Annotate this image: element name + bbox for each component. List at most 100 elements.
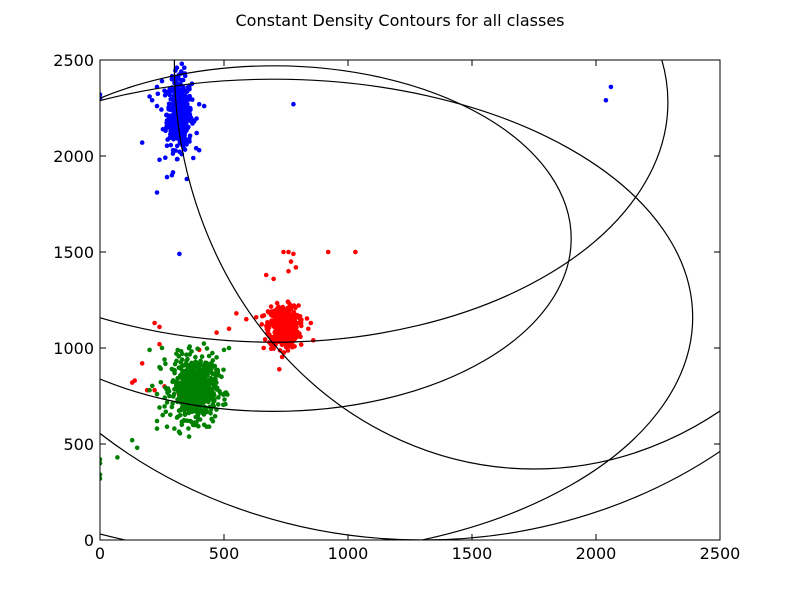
data-point-series-3 bbox=[162, 404, 167, 409]
data-point-series-2 bbox=[261, 313, 267, 318]
y-tick-label: 500 bbox=[63, 435, 94, 454]
data-point-series-3 bbox=[176, 354, 182, 359]
data-point-series-3 bbox=[208, 378, 213, 384]
data-point-series-3 bbox=[154, 426, 160, 431]
data-point-series-3 bbox=[162, 357, 167, 362]
data-point-series-2 bbox=[263, 272, 269, 278]
y-tick-label: 2500 bbox=[53, 51, 94, 70]
data-point-series-2 bbox=[275, 323, 280, 328]
data-point-series-1 bbox=[178, 99, 183, 105]
data-point-series-3 bbox=[201, 422, 207, 428]
data-point-series-3 bbox=[165, 386, 171, 391]
data-point-series-3 bbox=[206, 424, 212, 430]
data-point-series-2 bbox=[265, 309, 271, 314]
data-point-series-3 bbox=[100, 457, 103, 462]
data-point-series-3 bbox=[158, 380, 164, 385]
plot-frame bbox=[99, 59, 721, 541]
data-point-series-3 bbox=[188, 392, 194, 398]
data-point-series-1 bbox=[182, 73, 188, 79]
data-point-series-3 bbox=[201, 390, 206, 396]
data-point-series-3 bbox=[205, 372, 210, 377]
data-point-series-3 bbox=[164, 424, 170, 430]
data-point-series-1 bbox=[159, 78, 165, 84]
data-point-series-1 bbox=[166, 101, 172, 107]
data-point-series-3 bbox=[204, 346, 210, 351]
data-point-series-3 bbox=[214, 367, 219, 373]
data-point-series-1 bbox=[178, 77, 184, 83]
data-point-series-2 bbox=[271, 276, 276, 282]
data-point-series-1 bbox=[177, 251, 182, 257]
data-point-series-3 bbox=[205, 398, 210, 404]
y-tick-label: 1500 bbox=[53, 243, 94, 262]
data-point-series-3 bbox=[210, 402, 216, 407]
data-point-series-2 bbox=[286, 268, 291, 274]
data-point-series-3 bbox=[100, 472, 103, 477]
data-point-series-2 bbox=[291, 303, 297, 308]
y-tick-label: 1000 bbox=[53, 339, 94, 358]
data-point-series-3 bbox=[175, 347, 180, 353]
data-point-series-1 bbox=[171, 111, 177, 117]
data-point-series-2 bbox=[274, 308, 280, 313]
data-point-series-2 bbox=[276, 304, 281, 310]
data-point-series-2 bbox=[226, 326, 232, 332]
data-point-series-1 bbox=[164, 112, 169, 118]
x-tick-label: 1000 bbox=[328, 544, 369, 563]
data-point-series-2 bbox=[298, 334, 303, 340]
data-point-series-3 bbox=[212, 397, 217, 402]
data-point-series-3 bbox=[203, 381, 208, 386]
data-point-series-3 bbox=[213, 377, 218, 382]
x-tick-label: 2500 bbox=[700, 544, 741, 563]
data-point-series-1 bbox=[188, 107, 193, 112]
data-point-series-1 bbox=[155, 91, 161, 97]
data-point-series-3 bbox=[188, 418, 193, 424]
data-point-series-2 bbox=[283, 312, 289, 318]
data-point-series-2 bbox=[283, 345, 289, 350]
data-point-series-3 bbox=[195, 346, 200, 352]
data-point-series-3 bbox=[172, 426, 177, 431]
data-point-series-1 bbox=[164, 143, 170, 148]
data-point-series-3 bbox=[214, 370, 219, 376]
data-point-series-1 bbox=[183, 98, 188, 104]
data-point-series-2 bbox=[261, 345, 267, 351]
data-point-series-3 bbox=[198, 400, 203, 406]
data-point-series-3 bbox=[202, 367, 207, 373]
data-point-series-1 bbox=[100, 92, 103, 97]
data-point-series-1 bbox=[174, 65, 180, 70]
data-point-series-3 bbox=[170, 401, 175, 406]
data-point-series-3 bbox=[196, 373, 201, 379]
data-point-series-2 bbox=[279, 305, 285, 311]
data-point-series-3 bbox=[191, 397, 197, 403]
density-contour-4 bbox=[173, 60, 720, 470]
data-point-series-3 bbox=[200, 385, 205, 391]
data-point-series-2 bbox=[276, 315, 282, 321]
data-point-series-3 bbox=[181, 417, 187, 423]
data-point-series-3 bbox=[185, 363, 190, 369]
data-point-series-1 bbox=[181, 87, 187, 93]
data-point-series-3 bbox=[160, 412, 165, 418]
data-point-series-1 bbox=[166, 89, 171, 95]
data-point-series-2 bbox=[288, 307, 294, 312]
data-point-series-1 bbox=[154, 103, 160, 109]
data-point-series-2 bbox=[271, 334, 277, 340]
data-point-series-3 bbox=[199, 354, 205, 359]
data-point-series-3 bbox=[177, 431, 183, 436]
data-point-series-1 bbox=[170, 101, 176, 106]
data-point-series-3 bbox=[222, 397, 227, 402]
data-point-series-3 bbox=[179, 422, 185, 428]
data-point-series-3 bbox=[211, 391, 216, 396]
data-point-series-2 bbox=[280, 330, 285, 335]
data-point-series-1 bbox=[168, 132, 173, 137]
data-point-series-1 bbox=[171, 124, 177, 129]
data-point-series-3 bbox=[226, 345, 232, 351]
data-point-series-3 bbox=[163, 409, 169, 415]
data-point-series-3 bbox=[100, 460, 103, 466]
data-point-series-1 bbox=[191, 119, 197, 124]
data-point-series-1 bbox=[162, 88, 167, 93]
data-point-series-3 bbox=[219, 374, 224, 380]
data-point-series-3 bbox=[172, 367, 177, 373]
data-point-series-3 bbox=[115, 455, 120, 460]
data-point-series-2 bbox=[291, 310, 297, 315]
data-point-series-3 bbox=[189, 369, 194, 375]
data-point-series-3 bbox=[178, 374, 183, 380]
data-point-series-1 bbox=[182, 65, 187, 70]
